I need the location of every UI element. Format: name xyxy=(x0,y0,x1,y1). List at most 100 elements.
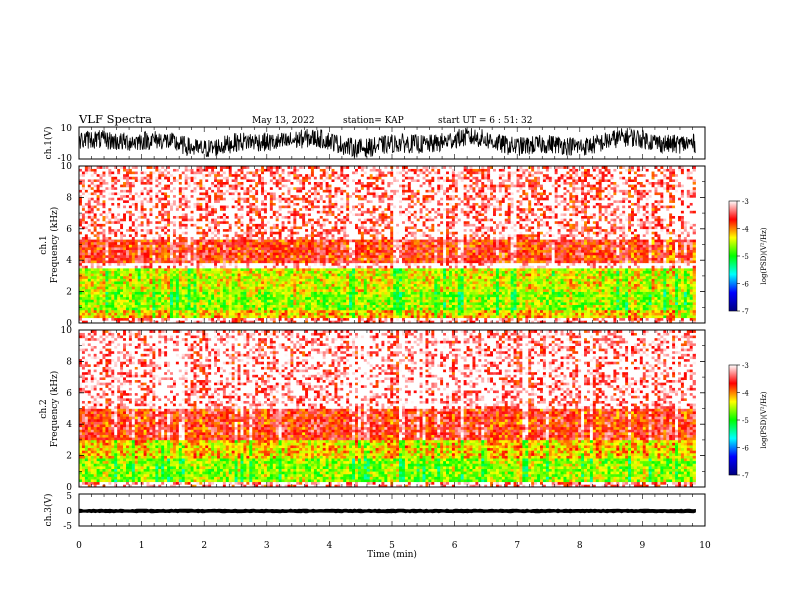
spectrogram-cell xyxy=(554,315,558,319)
spectrogram-cell xyxy=(493,268,497,271)
spectrogram-cell xyxy=(299,307,303,311)
spectrogram-cell xyxy=(302,299,306,303)
spectrogram-cell xyxy=(290,291,294,295)
spectrogram-cell xyxy=(575,278,579,282)
spectrogram-cell xyxy=(586,304,591,308)
spectrogram-cell xyxy=(187,294,191,298)
spectrogram-cell xyxy=(208,262,212,266)
spectrogram-cell xyxy=(266,291,271,295)
spectrogram-cell xyxy=(616,270,620,274)
spectrogram-cell xyxy=(266,268,271,271)
spectrogram-cell xyxy=(175,294,180,298)
spectrogram-cell xyxy=(228,278,232,282)
spectrogram-cell xyxy=(263,307,268,311)
spectrogram-cell xyxy=(137,262,141,266)
spectrogram-cell xyxy=(305,304,309,308)
spectrogram-cell xyxy=(463,273,467,277)
spectrogram-cell xyxy=(375,317,379,321)
spectrogram-cell xyxy=(604,278,608,282)
spectrogram-cell xyxy=(240,265,244,269)
spectrogram-cell xyxy=(84,304,89,308)
spectrogram-cell xyxy=(554,291,558,295)
spectrogram-cell xyxy=(487,315,491,319)
spectrogram-cell xyxy=(234,312,238,316)
spectrogram-cell xyxy=(287,317,291,321)
spectrogram-cell xyxy=(190,304,194,308)
spectrogram-cell xyxy=(284,315,288,319)
spectrogram-cell xyxy=(493,307,497,311)
spectrogram-cell xyxy=(140,309,144,313)
spectrogram-cell xyxy=(416,315,420,319)
spectrogram-cell xyxy=(255,262,259,266)
spectrogram-cell xyxy=(164,288,168,292)
spectrogram-cell xyxy=(328,291,332,295)
spectrogram-cell xyxy=(666,286,670,290)
spectrogram-cell xyxy=(170,273,174,277)
spectrogram-cell xyxy=(498,265,503,269)
spectrogram-cell xyxy=(164,304,168,308)
spectrogram-cell xyxy=(622,270,626,274)
spectrogram-cell xyxy=(234,304,238,308)
spectrogram-cell xyxy=(96,268,100,271)
spectrogram-cell xyxy=(633,283,638,287)
spectrogram-cell xyxy=(551,270,555,274)
spectrogram-cell xyxy=(87,260,92,264)
spectrogram-cell xyxy=(616,307,620,311)
spectrogram-cell xyxy=(434,275,438,279)
spectrogram-cell xyxy=(534,302,538,305)
spectrogram-cell xyxy=(111,304,115,308)
spectrogram-cell xyxy=(378,302,382,305)
spectrogram-cell xyxy=(495,270,500,274)
spectrogram-cell xyxy=(134,265,139,269)
spectrogram-cell xyxy=(266,260,271,264)
spectrogram-cell xyxy=(90,268,94,271)
spectrogram-cell xyxy=(310,288,315,292)
spectrogram-cell xyxy=(648,262,652,266)
spectrogram-cell xyxy=(293,312,297,316)
spectrogram-cell xyxy=(228,268,232,271)
spectrogram-cell xyxy=(234,291,238,295)
spectrogram-cell xyxy=(263,273,268,277)
spectrogram-cell xyxy=(466,281,470,285)
spectrogram-cell xyxy=(331,268,335,271)
spectrogram-cell xyxy=(504,299,508,303)
spectrogram-cell xyxy=(222,283,227,287)
spectrogram-cell xyxy=(493,260,497,264)
spectrogram-cell xyxy=(258,275,262,279)
spectrogram-cell xyxy=(231,320,235,324)
spectrogram-cell xyxy=(193,307,197,311)
spectrogram-cell xyxy=(584,315,588,319)
spectrogram-cell xyxy=(357,291,362,295)
spectrogram-cell xyxy=(569,296,573,300)
spectrogram-cell xyxy=(181,291,186,295)
spectrogram-cell xyxy=(131,307,136,311)
spectrogram-cell xyxy=(495,309,500,313)
spectrogram-cell xyxy=(208,278,212,282)
spectrogram-cell xyxy=(513,304,517,308)
spectrogram-cell xyxy=(575,288,579,292)
spectrogram-cell xyxy=(228,312,232,316)
spectrogram-cell xyxy=(539,283,544,287)
spectrogram-cell xyxy=(187,291,191,295)
spectrogram-cell xyxy=(293,270,297,274)
spectrogram-cell xyxy=(99,291,103,295)
spectrogram-cell xyxy=(217,273,221,277)
spectrogram-cell xyxy=(404,296,409,300)
spectrogram-cell xyxy=(269,291,274,295)
spectrogram-cell xyxy=(425,265,429,269)
spectrogram-cell xyxy=(648,273,652,277)
spectrogram-cell xyxy=(566,317,570,321)
spectrogram-cell xyxy=(683,265,688,269)
spectrogram-cell xyxy=(493,309,497,313)
spectrogram-cell xyxy=(448,265,453,269)
spectrogram-cell xyxy=(284,294,288,298)
spectrogram-cell xyxy=(677,281,682,285)
spectrogram-cell xyxy=(669,288,673,292)
spectrogram-cell xyxy=(167,307,171,311)
spectrogram-cell xyxy=(93,302,97,305)
spectrogram-cell xyxy=(123,320,127,324)
spectrogram-cell xyxy=(290,270,294,274)
spectrogram-cell xyxy=(137,260,141,264)
spectrogram-cell xyxy=(193,281,197,285)
spectrogram-cell xyxy=(114,260,118,264)
